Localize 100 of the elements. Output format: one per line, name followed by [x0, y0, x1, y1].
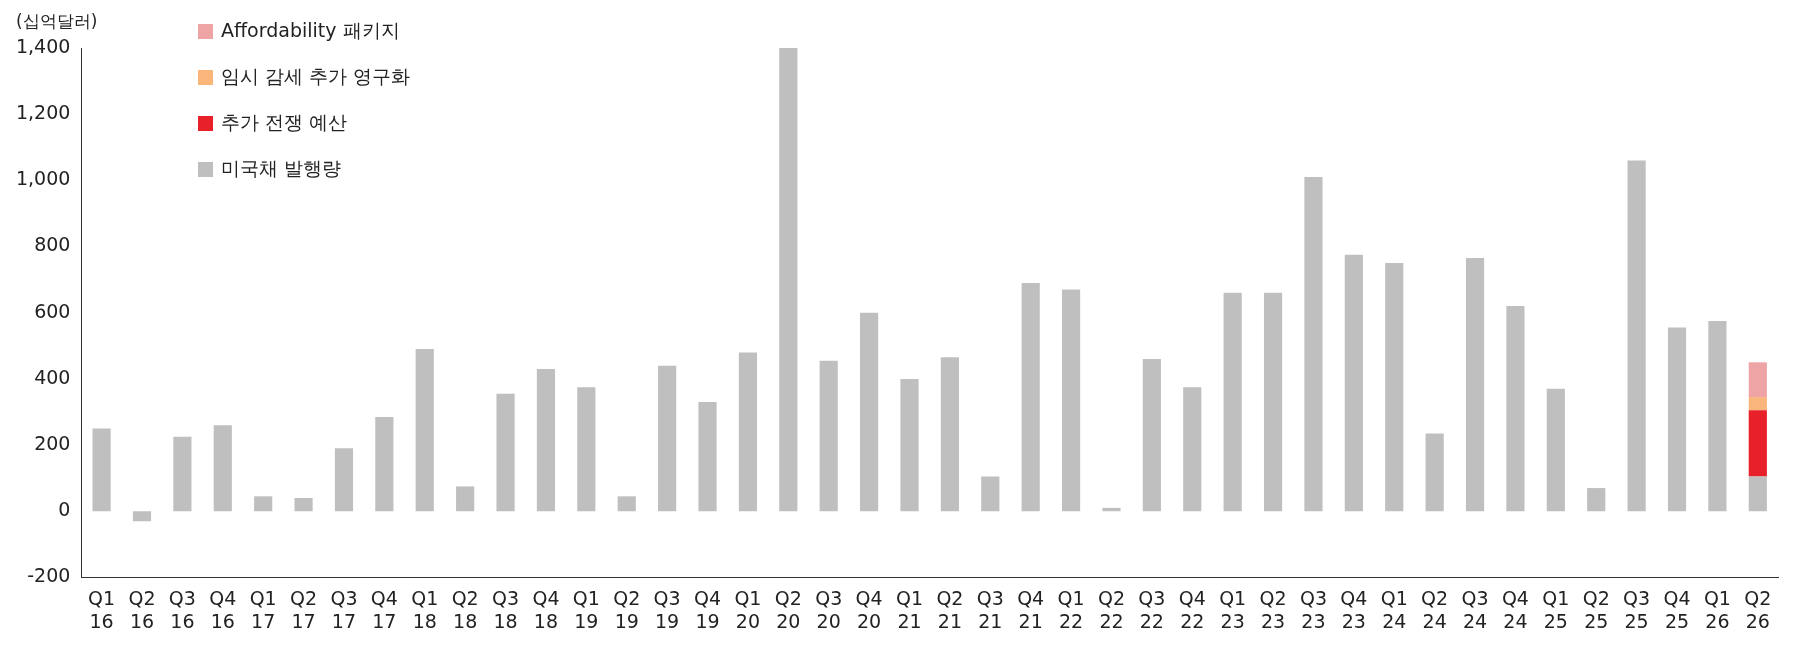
y-tick-label: 1,000: [15, 167, 71, 190]
x-tick-label: Q1 26: [1703, 586, 1731, 632]
bar: [860, 312, 879, 512]
bar: [92, 428, 111, 512]
x-tick-label: Q4 19: [694, 586, 722, 632]
x-tick-label: Q2 21: [936, 586, 964, 632]
x-tick-label: Q3 23: [1299, 586, 1327, 632]
x-tick-label: Q3 19: [653, 586, 681, 632]
x-tick-label: Q3 22: [1138, 586, 1166, 632]
x-tick-label: Q3 16: [168, 586, 196, 632]
x-tick-label: Q2 25: [1582, 586, 1610, 632]
legend-label: 임시 감세 추가 영구화: [221, 64, 411, 89]
bar: [1748, 362, 1767, 398]
y-tick-label: -200: [27, 564, 71, 587]
bar: [779, 48, 798, 512]
x-tick-label: Q3 24: [1461, 586, 1489, 632]
bar: [132, 511, 152, 522]
bar: [375, 416, 394, 512]
bar: [698, 402, 717, 512]
x-tick-label: Q1 19: [572, 586, 600, 632]
bar: [940, 357, 959, 512]
bar: [819, 360, 838, 512]
bar: [1667, 327, 1687, 512]
bar: [415, 349, 434, 512]
bar: [1506, 306, 1525, 512]
bar: [334, 448, 354, 512]
bar: [1385, 263, 1404, 512]
x-tick-label: Q1 24: [1380, 586, 1408, 632]
bar: [1465, 258, 1485, 512]
bar: [1344, 254, 1363, 512]
bar: [1021, 282, 1040, 512]
x-tick-label: Q1 23: [1219, 586, 1247, 632]
x-tick-label: Q4 17: [370, 586, 398, 632]
bar: [1102, 507, 1121, 512]
bar: [1708, 320, 1727, 512]
bar: [536, 368, 556, 512]
x-tick-label: Q2 18: [451, 586, 479, 632]
bar: [1627, 160, 1646, 512]
x-tick-label: Q2 17: [290, 586, 318, 632]
y-tick-label: 600: [34, 299, 71, 322]
bar: [1587, 488, 1606, 512]
bar: [577, 387, 596, 512]
bar: [1546, 388, 1565, 512]
y-tick-label: 400: [34, 365, 71, 388]
x-tick-label: Q3 21: [976, 586, 1004, 632]
bar: [173, 436, 192, 512]
bar: [900, 378, 919, 512]
bar: [1061, 289, 1081, 512]
x-tick-label: Q4 16: [209, 586, 237, 632]
x-tick-label: Q1 21: [895, 586, 924, 632]
bar: [1223, 292, 1242, 512]
x-tick-label: Q4 24: [1501, 586, 1529, 632]
bar: [658, 365, 677, 512]
y-axis-title: (십억달러): [16, 10, 98, 33]
x-tick-label: Q2 19: [613, 586, 641, 632]
x-tick-label: Q2 26: [1744, 586, 1772, 632]
y-tick-label: 1,200: [15, 101, 71, 124]
bar: [496, 393, 515, 512]
x-tick-label: Q1 22: [1057, 586, 1085, 632]
x-tick-label: Q3 20: [815, 586, 843, 632]
bar: [294, 497, 313, 512]
y-tick-label: 1,400: [15, 34, 71, 57]
x-tick-label: Q2 16: [128, 586, 156, 632]
x-tick-label: Q3 17: [330, 586, 358, 632]
bar: [1748, 397, 1767, 411]
x-tick-label: Q1 18: [411, 586, 439, 632]
bar: [1263, 292, 1283, 512]
x-tick-label: Q4 18: [532, 586, 560, 632]
bar: [1142, 359, 1161, 512]
x-tick-label: Q2 24: [1421, 586, 1449, 632]
y-tick-label: 800: [34, 233, 71, 256]
bar: [254, 496, 273, 512]
x-tick-label: Q2 23: [1259, 586, 1287, 632]
x-tick-label: Q4 21: [1017, 586, 1045, 632]
bar: [456, 486, 475, 512]
bar: [617, 496, 636, 512]
legend-label: Affordability 패키지: [221, 18, 400, 43]
x-tick-label: Q3 25: [1623, 586, 1651, 632]
x-tick-label: Q3 18: [492, 586, 520, 632]
x-tick-label: Q1 25: [1542, 586, 1570, 632]
bar: [1748, 476, 1767, 512]
bar: [1748, 410, 1767, 477]
bar: [1304, 177, 1323, 512]
x-tick-label: Q1 17: [249, 586, 277, 632]
legend-label: 추가 전쟁 예산: [221, 110, 348, 135]
x-tick-label: Q2 20: [774, 586, 802, 632]
x-tick-label: Q4 20: [855, 586, 883, 632]
bar: [1425, 433, 1444, 512]
legend-label: 미국채 발행량: [221, 156, 342, 181]
x-tick-label: Q1 16: [88, 586, 116, 632]
bar: [213, 425, 232, 512]
y-tick-label: 0: [58, 498, 71, 521]
bar: [738, 352, 758, 512]
x-tick-label: Q2 22: [1097, 586, 1125, 632]
x-tick-label: Q4 22: [1178, 586, 1206, 632]
x-tick-label: Q4 23: [1340, 586, 1368, 632]
y-tick-label: 200: [34, 431, 71, 454]
bar: [1183, 387, 1202, 512]
bar: [981, 476, 1000, 512]
x-tick-label: Q1 20: [734, 586, 762, 632]
